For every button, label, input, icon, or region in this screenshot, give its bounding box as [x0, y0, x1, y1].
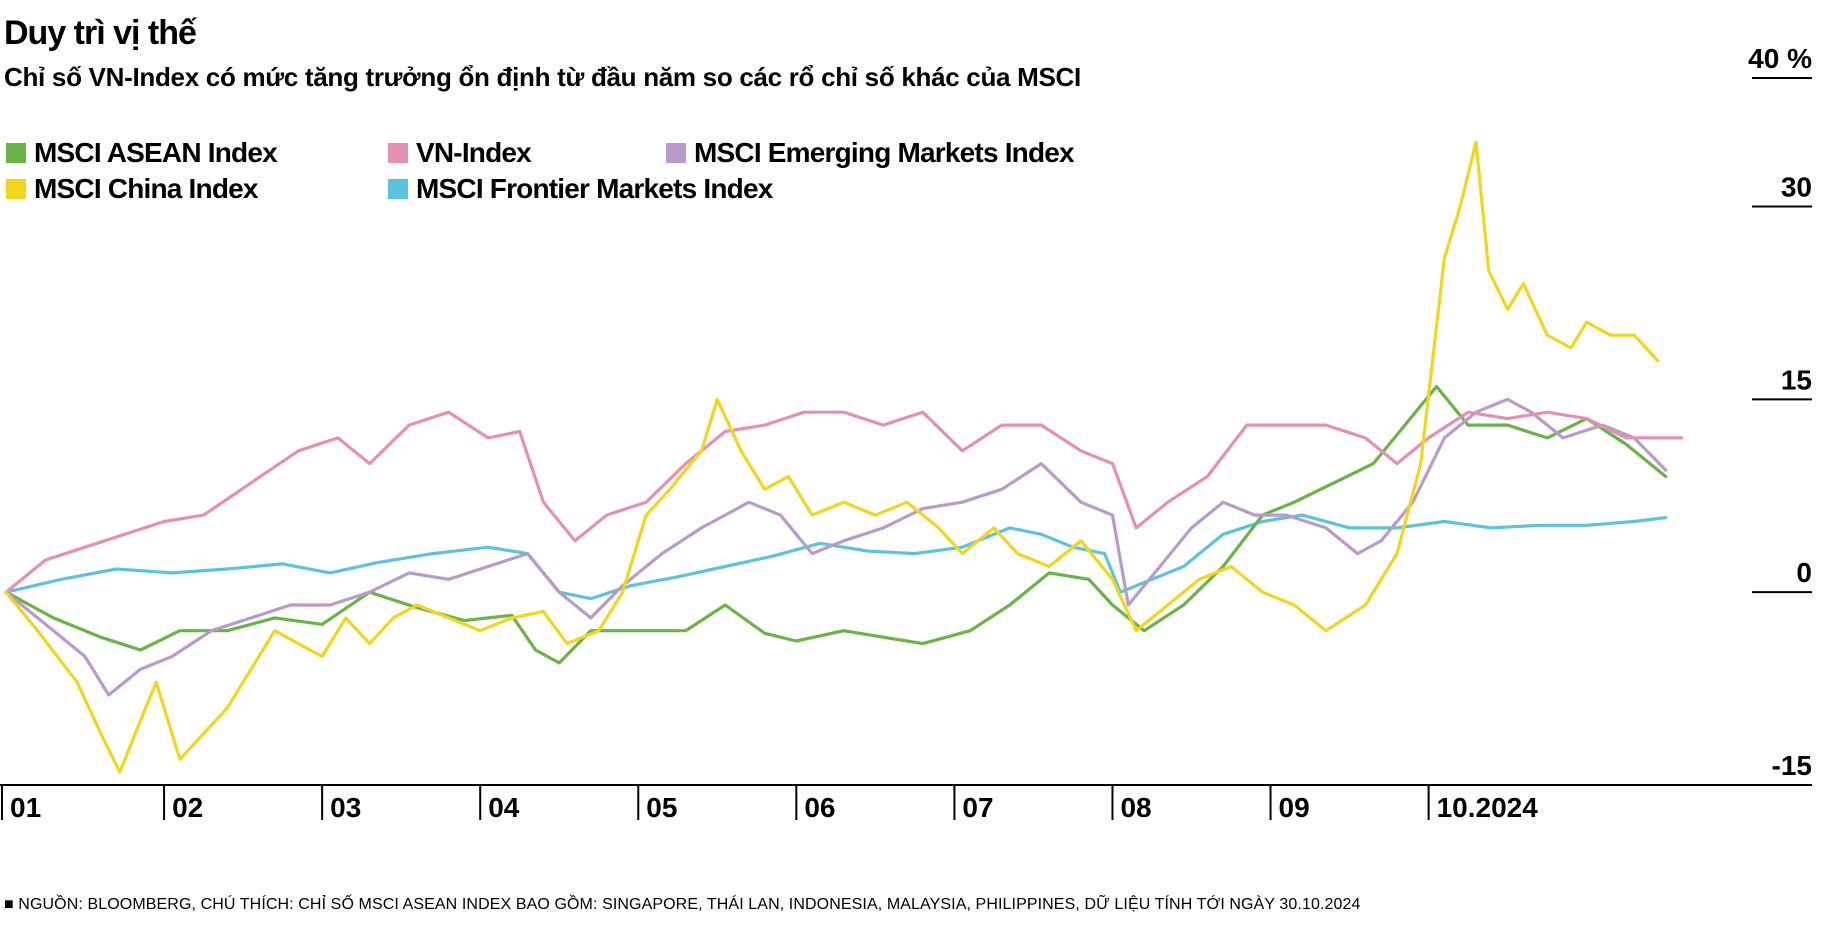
chart-title: Duy trì vị thế [4, 14, 197, 52]
x-tick-label: 01 [10, 792, 41, 823]
legend-item-msci-frontier: MSCI Frontier Markets Index [388, 173, 773, 205]
legend-item-msci-asean: MSCI ASEAN Index [6, 137, 278, 169]
y-axis: 40 % 30 15 0 -15 [1748, 43, 1812, 781]
x-tick-label: 08 [1120, 792, 1151, 823]
x-tick-label: 03 [330, 792, 361, 823]
x-tick-label: 06 [804, 792, 835, 823]
y-tick-label: 0 [1796, 557, 1812, 588]
y-tick-label: 30 [1781, 172, 1812, 203]
series-line-msci-asean-index [4, 384, 1668, 665]
x-tick-label: 04 [488, 792, 520, 823]
y-tick-label: -15 [1772, 750, 1812, 781]
legend-item-msci-emerging: MSCI Emerging Markets Index [666, 137, 1075, 169]
legend-label: MSCI Frontier Markets Index [416, 173, 773, 204]
series-line-msci-china-index [4, 140, 1660, 774]
legend-label: MSCI ASEAN Index [34, 137, 278, 168]
legend-swatch-msci-china [6, 179, 26, 199]
y-tick-label: 15 [1781, 364, 1812, 395]
series-line-msci-emerging-markets-index [4, 397, 1668, 697]
chart-subtitle: Chỉ số VN-Index có mức tăng trưởng ổn đị… [4, 62, 1081, 92]
line-chart: 40 % 30 15 0 -15 01 02 03 04 05 06 07 08 09 10.2024 [0, 43, 1812, 823]
legend-swatch-msci-asean [6, 143, 26, 163]
legend-item-msci-china: MSCI China Index [6, 173, 258, 205]
legend-swatch-vn-index [388, 143, 408, 163]
x-axis: 01 02 03 04 05 06 07 08 09 10.2024 [0, 784, 1812, 823]
legend-item-vn-index: VN-Index [388, 137, 532, 169]
x-tick-label: 09 [1279, 792, 1310, 823]
legend-label: MSCI China Index [34, 173, 258, 204]
x-tick-label: 05 [646, 792, 677, 823]
x-tick-label: 07 [962, 792, 993, 823]
legend-label: VN-Index [416, 137, 532, 168]
legend-swatch-msci-frontier [388, 179, 408, 199]
legend-swatch-msci-emerging [666, 143, 686, 163]
y-tick-label: 40 % [1748, 43, 1812, 74]
x-tick-label: 02 [172, 792, 203, 823]
source-footnote: ■ NGUỒN: BLOOMBERG, CHÚ THÍCH: CHỈ SỐ MS… [4, 896, 1361, 913]
x-tick-label: 10.2024 [1437, 792, 1539, 823]
legend-label: MSCI Emerging Markets Index [694, 137, 1075, 168]
series-lines [4, 140, 1684, 774]
series-line-vn-index [4, 410, 1684, 594]
series-line-msci-frontier-markets-index [4, 513, 1668, 601]
